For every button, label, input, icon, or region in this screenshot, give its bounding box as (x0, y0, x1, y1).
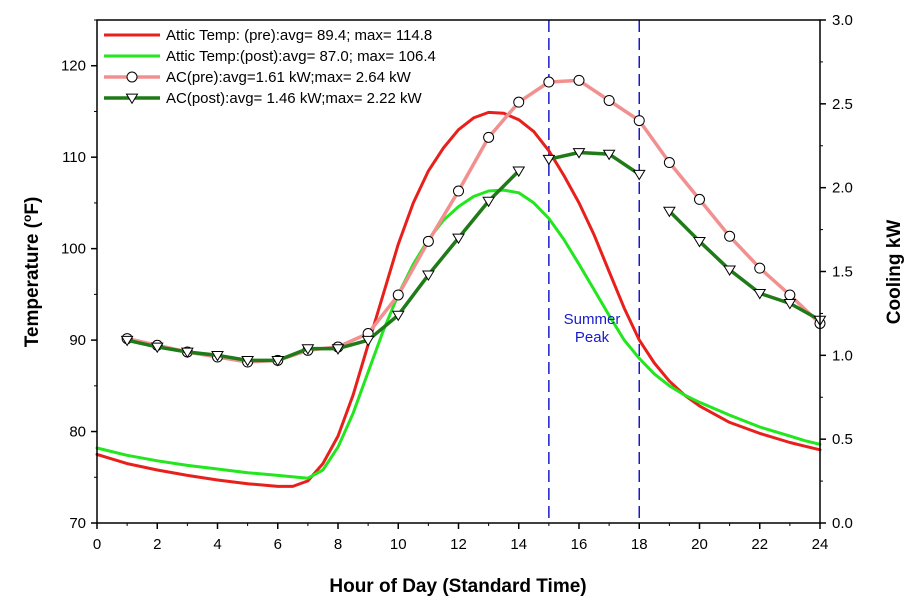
series-2-point (573, 74, 585, 86)
axis-layer: 0 2 4 6 8 10 12 14 16 18 20 22 247080901001101200.00… (61, 12, 853, 553)
series-3-point (693, 236, 706, 248)
y-right-tick-label: 1.5 (832, 264, 853, 281)
legend-marker-3 (125, 93, 139, 105)
x-tick-label: 22 (751, 536, 768, 553)
series-2-point (513, 96, 525, 108)
series-3-point (662, 206, 676, 218)
y-left-tick-label: 80 (69, 424, 86, 441)
x-tick-label: 18 (631, 536, 648, 553)
legend-label-2: AC(pre):avg=1.61 kW;max= 2.64 kW (166, 69, 412, 86)
series-2-point (422, 235, 434, 247)
series-3-point (180, 347, 194, 359)
x-tick-label: 16 (571, 536, 588, 553)
y-right-tick-label: 1.0 (832, 347, 853, 364)
y-right-tick-label: 0.5 (832, 431, 853, 448)
series-2-point (603, 94, 615, 106)
y-axis-title-left-sup: o (20, 215, 34, 222)
y-left-tick-label: 90 (69, 332, 86, 349)
y-right-tick-label: 2.0 (832, 180, 853, 197)
y-axis-title-left: Temperature (oF) (20, 197, 43, 348)
series-3-point (391, 310, 405, 322)
series-3-point (632, 169, 646, 181)
series-2-point (453, 185, 464, 197)
series-2-point (754, 262, 766, 274)
x-tick-label: 12 (450, 536, 467, 553)
summer-peak-annotation-line2: Peak (575, 329, 610, 346)
x-tick-label: 0 (93, 536, 101, 553)
series-3-line-2 (667, 209, 822, 322)
y-right-tick-label: 2.5 (832, 96, 853, 113)
series-layer (95, 74, 827, 488)
legend-label-1: Attic Temp:(post):avg= 87.0; max= 106.4 (166, 48, 436, 65)
series-0 (95, 110, 822, 488)
series-3-point (150, 342, 164, 354)
series-2-point (694, 193, 705, 205)
series-2-point (724, 230, 736, 242)
series-3-point (361, 335, 375, 347)
vline-layer (548, 20, 640, 523)
legend-marker-2 (126, 71, 138, 83)
series-3-point (572, 148, 586, 159)
series-3-point (723, 265, 737, 277)
series-3-point (421, 270, 435, 282)
y-left-tick-label: 110 (62, 149, 86, 166)
series-2-point (483, 131, 495, 143)
series-3-point (602, 149, 616, 161)
y-axis-title-left-main: Temperature ( (22, 221, 43, 347)
legend-label-0: Attic Temp: (pre):avg= 89.4; max= 114.8 (166, 27, 432, 44)
x-tick-label: 20 (691, 536, 708, 553)
series-3-point (211, 350, 224, 362)
series-3-point (271, 356, 285, 367)
series-2-point (633, 115, 645, 127)
x-tick-label: 10 (390, 536, 407, 553)
series-3-point (512, 166, 526, 178)
x-tick-label: 8 (334, 536, 342, 553)
y-left-tick-label: 120 (61, 58, 86, 75)
series-1 (95, 188, 822, 480)
series-3-point (482, 196, 496, 208)
legend-label-3: AC(post):avg= 1.46 kW;max= 2.22 kW (166, 90, 423, 107)
series-3-point (753, 288, 767, 300)
series-3-point (301, 344, 315, 355)
series-2-point (392, 289, 404, 301)
series-3-point (542, 154, 556, 166)
series-2-point (663, 157, 675, 169)
series-3-line-0 (125, 169, 521, 363)
x-axis-title: Hour of Day (Standard Time) (329, 576, 586, 597)
series-3-point (452, 233, 465, 245)
x-tick-label: 6 (274, 536, 282, 553)
x-tick-label: 24 (812, 536, 829, 553)
y-right-tick-label: 3.0 (832, 12, 853, 29)
summer-peak-annotation-line1: Summer (564, 311, 621, 328)
y-left-tick-label: 100 (61, 241, 86, 258)
series-3-point (331, 344, 345, 355)
series-2-point (543, 76, 555, 88)
legend: Attic Temp: (pre):avg= 89.4; max= 114.8 A… (104, 27, 436, 107)
series-3-point (241, 356, 255, 367)
series-3-point (120, 335, 134, 347)
series-2-point (784, 289, 796, 301)
x-tick-label: 14 (510, 536, 527, 553)
x-tick-label: 2 (153, 536, 161, 553)
series-3 (120, 148, 827, 367)
series-3-point (783, 299, 797, 310)
y-axis-title-left-end: F) (22, 197, 43, 215)
y-left-tick-label: 70 (69, 515, 86, 532)
y-right-tick-label: 0.0 (832, 515, 853, 532)
series-1-line-0 (95, 188, 822, 480)
y-axis-title-right: Cooling kW (884, 220, 905, 325)
series-0-line-0 (95, 110, 822, 488)
x-tick-label: 4 (213, 536, 221, 553)
series-3-line-1 (547, 150, 642, 177)
